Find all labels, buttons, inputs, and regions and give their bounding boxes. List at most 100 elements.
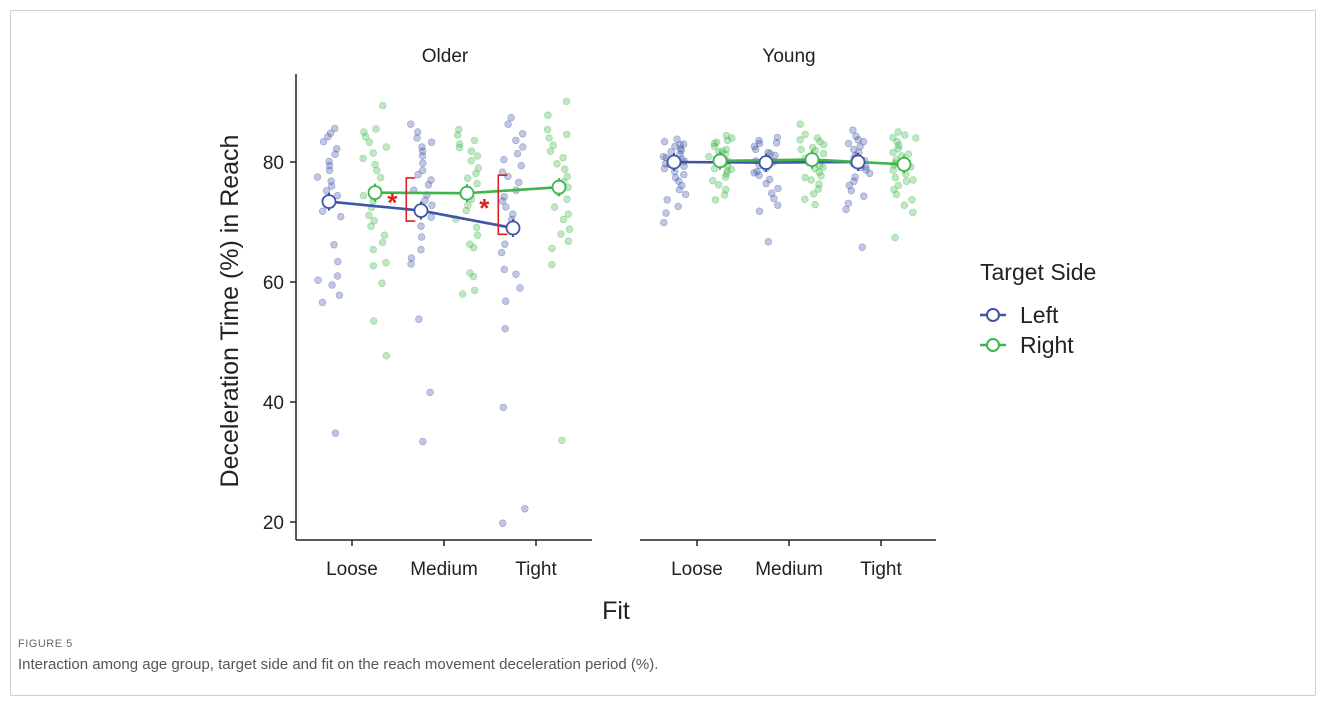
data-point-left: [335, 291, 344, 299]
data-point-left: [660, 218, 668, 227]
data-point-right: [723, 167, 732, 175]
data-point-left: [509, 210, 517, 218]
data-point-right: [809, 190, 818, 198]
data-point-right: [469, 272, 478, 281]
mean-marker-right: [551, 179, 567, 195]
data-point-right: [559, 154, 567, 162]
data-point-right: [895, 141, 903, 149]
data-point-left: [676, 140, 684, 149]
x-tick-label-young: Medium: [755, 559, 823, 580]
data-point-right: [797, 145, 805, 154]
data-point-left: [772, 139, 781, 147]
data-point-left: [500, 155, 508, 164]
data-point-left: [419, 159, 427, 167]
data-point-left: [501, 240, 509, 248]
data-point-right: [369, 317, 378, 325]
data-point-right: [365, 211, 373, 220]
data-point-right: [817, 172, 825, 180]
mean-marker-left: [321, 194, 337, 210]
significance-bracket: [497, 174, 508, 236]
data-point-right: [904, 150, 913, 158]
data-point-left: [677, 145, 685, 153]
data-point-left: [331, 124, 339, 133]
data-point-left: [755, 207, 764, 215]
data-point-right: [455, 143, 464, 152]
mean-marker-right: [367, 185, 383, 201]
data-point-left: [675, 185, 684, 194]
data-point-left: [336, 212, 345, 221]
data-point-left: [500, 265, 508, 274]
data-point-right: [548, 244, 556, 253]
data-point-left: [518, 130, 527, 138]
data-point-right: [811, 200, 819, 209]
data-point-left: [418, 147, 427, 155]
panel-title-older: Older: [422, 46, 469, 67]
data-point-left: [331, 150, 339, 158]
data-point-right: [558, 436, 566, 445]
data-point-left: [424, 181, 433, 189]
data-point-left: [507, 113, 515, 122]
data-point-right: [557, 230, 565, 238]
mean-marker-left: [505, 220, 521, 236]
mean-marker-right: [459, 185, 475, 201]
data-point-left: [680, 170, 688, 179]
data-point-left: [765, 175, 774, 184]
data-point-right: [546, 147, 555, 155]
legend-label-left: Left: [1020, 302, 1059, 328]
data-point-left: [418, 166, 427, 175]
data-point-left: [774, 184, 782, 193]
data-point-left: [755, 136, 763, 145]
x-tick-label-older: Loose: [326, 559, 378, 580]
data-point-right: [563, 195, 571, 203]
data-point-left: [755, 171, 763, 179]
data-point-right: [712, 138, 721, 146]
data-point-right: [894, 145, 902, 153]
mean-marker-right: [804, 152, 820, 168]
data-point-left: [662, 209, 670, 217]
data-point-left: [860, 192, 868, 200]
data-point-left: [325, 157, 333, 166]
data-point-right: [463, 174, 472, 182]
data-point-left: [326, 129, 335, 137]
data-point-right: [359, 191, 368, 200]
data-point-left: [325, 161, 334, 170]
data-point-right: [371, 160, 379, 169]
data-point-left: [671, 142, 679, 151]
data-point-left: [333, 191, 342, 200]
data-point-right: [548, 260, 556, 269]
data-point-left: [852, 132, 860, 140]
data-point-right: [563, 130, 571, 139]
y-tick-label: 80: [263, 153, 284, 174]
data-point-left: [677, 146, 685, 155]
data-point-left: [660, 137, 669, 146]
data-point-right: [367, 222, 375, 230]
data-point-left: [327, 182, 336, 190]
data-point-left: [419, 437, 427, 446]
data-point-right: [359, 154, 367, 163]
data-point-left: [844, 139, 853, 148]
data-point-left: [849, 126, 857, 134]
data-point-left: [330, 241, 338, 249]
data-point-left: [319, 207, 327, 215]
data-point-left: [762, 179, 770, 188]
data-point-left: [750, 142, 759, 151]
legend-marker-right: [986, 338, 1000, 352]
data-point-left: [427, 138, 436, 146]
data-point-left: [865, 169, 874, 178]
data-point-left: [516, 284, 524, 292]
data-point-left: [850, 177, 858, 185]
legend-key-left: [980, 308, 1006, 322]
data-point-right: [372, 125, 380, 133]
data-point-right: [801, 195, 809, 203]
data-point-left: [764, 238, 773, 246]
data-point-left: [512, 270, 520, 278]
data-point-left: [497, 248, 506, 257]
x-axis-label: Fit: [602, 597, 630, 625]
data-point-right: [550, 203, 559, 211]
data-point-right: [469, 244, 478, 252]
data-point-left: [680, 162, 688, 170]
data-point-left: [680, 140, 688, 148]
data-point-left: [517, 161, 525, 170]
data-point-right: [912, 134, 920, 142]
data-point-right: [894, 128, 902, 136]
